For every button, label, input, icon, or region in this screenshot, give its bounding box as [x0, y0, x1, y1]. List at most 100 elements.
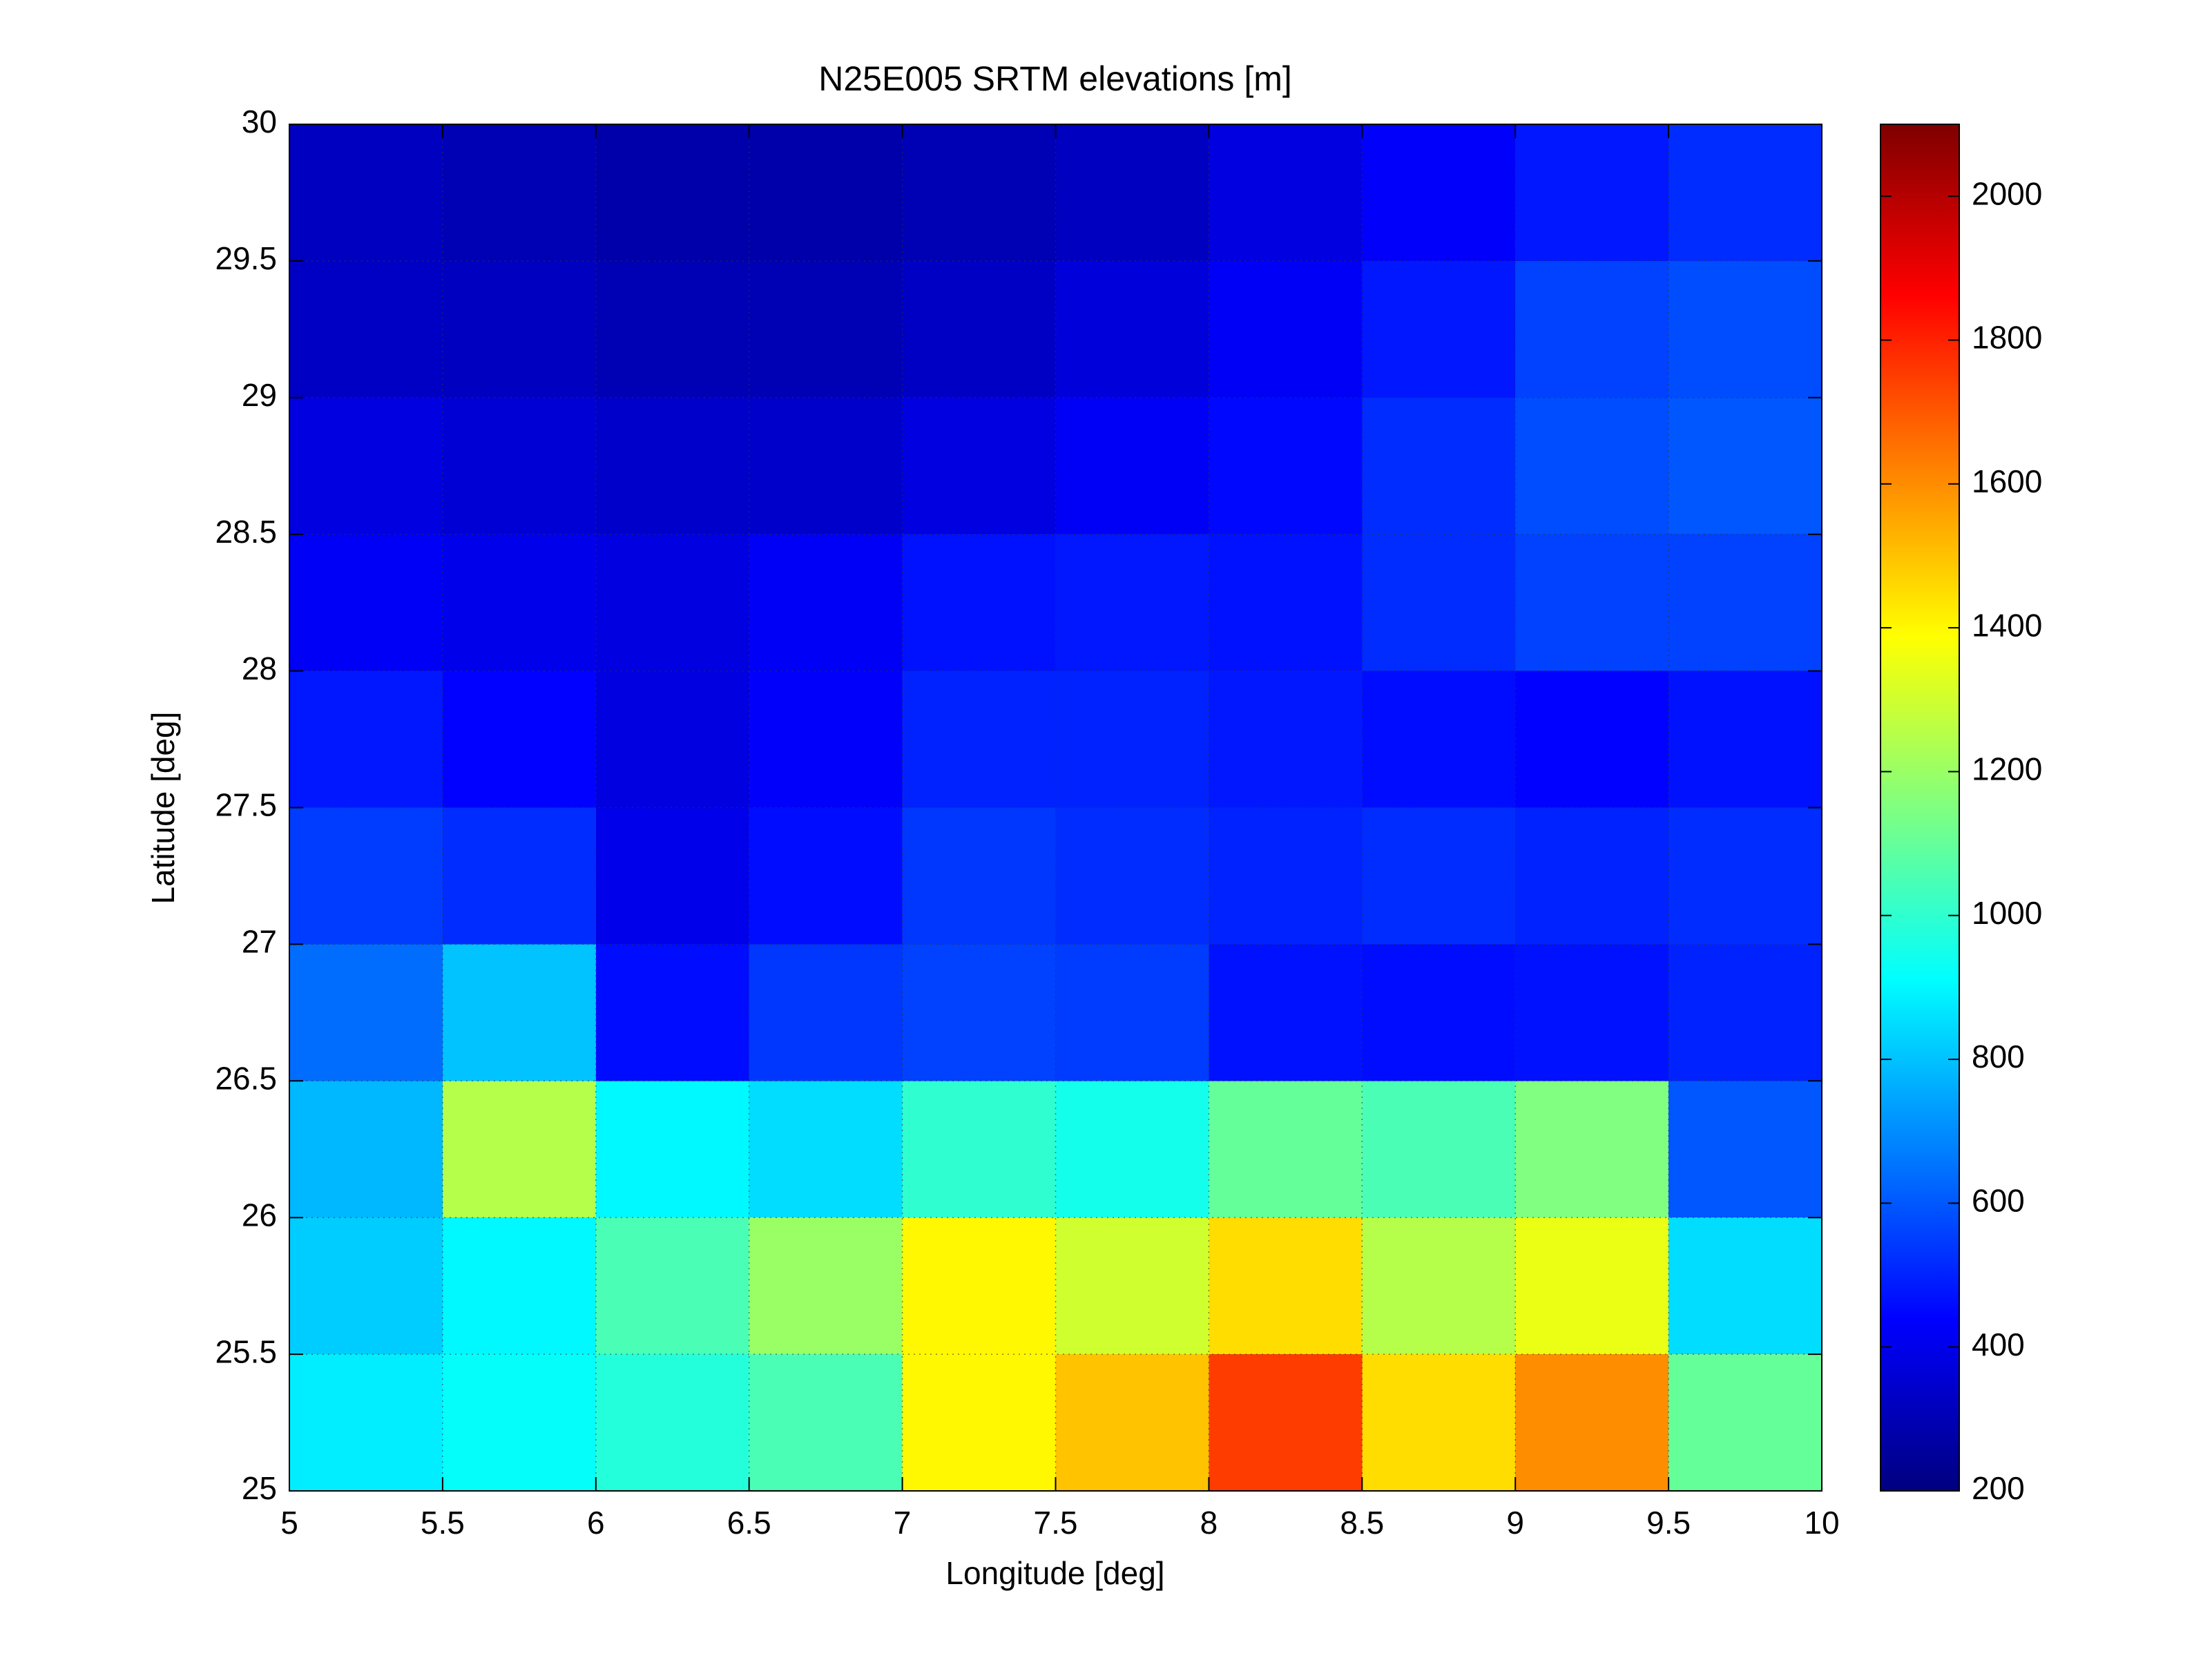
heatmap-cell — [1055, 260, 1210, 398]
y-tick-label: 27 — [242, 924, 277, 960]
x-tick-label: 8 — [1200, 1505, 1218, 1541]
heatmap-cell — [1055, 534, 1210, 672]
heatmap-cell — [1668, 807, 1823, 945]
colorbar-tick-label: 600 — [1972, 1183, 2025, 1219]
heatmap-cell — [1668, 1354, 1823, 1492]
heatmap-cell — [1362, 1354, 1517, 1492]
y-tick-label: 25 — [242, 1470, 277, 1506]
heatmap-cell — [1668, 260, 1823, 398]
heatmap-cell — [902, 807, 1057, 945]
colorbar — [1880, 124, 1960, 1492]
heatmap-cell — [1668, 944, 1823, 1082]
heatmap-cell — [1055, 397, 1210, 535]
heatmap-cell — [289, 807, 443, 945]
heatmap-cell — [1515, 671, 1670, 809]
y-tick-label: 29 — [242, 377, 277, 413]
heatmap-cell — [595, 1217, 750, 1356]
y-tick-label: 29.5 — [215, 240, 277, 276]
heatmap-cell — [1362, 397, 1517, 535]
colorbar-tick-label: 1600 — [1972, 463, 2042, 499]
heatmap-cell — [1362, 1081, 1517, 1219]
heatmap-cell — [902, 124, 1057, 262]
x-tick-label: 5.5 — [421, 1505, 465, 1541]
heatmap-cell — [1515, 1217, 1670, 1356]
heatmap-cell — [1055, 124, 1210, 262]
heatmap-cell — [902, 1217, 1057, 1356]
heatmap-cell — [595, 1081, 750, 1219]
heatmap-cell — [289, 534, 443, 672]
heatmap-cell — [442, 534, 597, 672]
heatmap-cell — [1055, 1081, 1210, 1219]
heatmap-cell — [1668, 1217, 1823, 1356]
heatmap-cell — [749, 124, 903, 262]
heatmap-cell — [289, 1081, 443, 1219]
y-axis-label: Latitude [deg] — [145, 712, 181, 905]
colorbar-tick-label: 1000 — [1972, 895, 2042, 931]
heatmap-cell — [749, 671, 903, 809]
heatmap-cell — [1209, 1081, 1363, 1219]
heatmap-cell — [902, 1081, 1057, 1219]
x-axis-label: Longitude [deg] — [945, 1555, 1164, 1591]
heatmap-cell — [289, 124, 443, 262]
x-tick-label: 6 — [587, 1505, 605, 1541]
heatmap-cell — [442, 1081, 597, 1219]
heatmap-cell — [1362, 260, 1517, 398]
axes-overlay — [289, 124, 1823, 1492]
heatmap-cell — [289, 1354, 443, 1492]
x-tick-label: 6.5 — [727, 1505, 771, 1541]
heatmap-cell — [442, 124, 597, 262]
heatmap-cell — [902, 671, 1057, 809]
heatmap-cell — [1362, 807, 1517, 945]
colorbar-tick-label: 1800 — [1972, 320, 2042, 356]
heatmap-cell — [1055, 807, 1210, 945]
heatmap-cell — [442, 1354, 597, 1492]
heatmap-cell — [902, 260, 1057, 398]
heatmap-cell — [1515, 534, 1670, 672]
heatmap-cell — [902, 1354, 1057, 1492]
heatmap-cell — [442, 671, 597, 809]
colorbar-tick-label: 800 — [1972, 1039, 2025, 1074]
plot-frame — [289, 124, 1823, 1492]
heatmap-cell — [442, 397, 597, 535]
heatmap-cell — [595, 397, 750, 535]
heatmap-cell — [749, 1081, 903, 1219]
colorbar-tick-label: 2000 — [1972, 175, 2042, 211]
heatmap-cell — [1209, 944, 1363, 1082]
heatmap-cell — [902, 534, 1057, 672]
heatmap-cell — [1515, 1081, 1670, 1219]
heatmap-cell — [1668, 397, 1823, 535]
heatmap-cells — [289, 124, 1823, 1492]
heatmap-cell — [1515, 1354, 1670, 1492]
heatmap-cell — [902, 397, 1057, 535]
heatmap-cell — [595, 260, 750, 398]
y-tick-label: 27.5 — [215, 787, 277, 823]
heatmap-cell — [1209, 807, 1363, 945]
heatmap-cell — [1668, 124, 1823, 262]
y-tick-label: 25.5 — [215, 1333, 277, 1369]
heatmap-cell — [749, 1354, 903, 1492]
heatmap-cell — [1515, 944, 1670, 1082]
colorbar-tick-label: 1400 — [1972, 607, 2042, 643]
heatmap-cell — [1055, 944, 1210, 1082]
heatmap-cell — [1055, 1217, 1210, 1356]
chart-title: N25E005 SRTM elevations [m] — [818, 59, 1292, 98]
heatmap-cell — [289, 1217, 443, 1356]
colorbar-tick-label: 200 — [1972, 1470, 2025, 1506]
y-tick-label: 28.5 — [215, 514, 277, 550]
heatmap-cell — [1668, 1081, 1823, 1219]
heatmap-cell — [749, 260, 903, 398]
heatmap-cell — [289, 944, 443, 1082]
heatmap-cell — [595, 944, 750, 1082]
x-tick-label: 5 — [280, 1505, 298, 1541]
heatmap-cell — [1209, 260, 1363, 398]
heatmap-cell — [749, 397, 903, 535]
heatmap-cell — [1362, 944, 1517, 1082]
heatmap-cell — [442, 944, 597, 1082]
heatmap-cell — [1515, 397, 1670, 535]
heatmap-cell — [442, 260, 597, 398]
heatmap-cell — [1209, 1217, 1363, 1356]
heatmap-cell — [1515, 807, 1670, 945]
heatmap-cell — [1668, 671, 1823, 809]
heatmap-cell — [902, 944, 1057, 1082]
